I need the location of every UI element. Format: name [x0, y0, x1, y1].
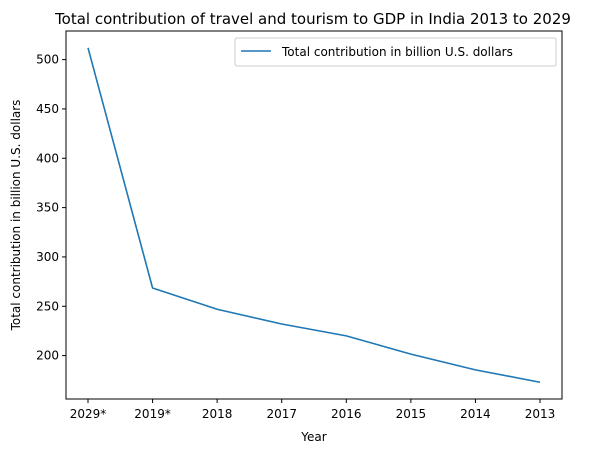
plot-area [65, 30, 563, 400]
series-line [87, 47, 541, 384]
x-tick-label: 2015 [396, 407, 427, 421]
x-tick-label: 2013 [525, 407, 556, 421]
x-axis-label: Year [300, 430, 326, 444]
y-tick-label: 450 [36, 102, 59, 116]
x-axis: 2029* 2019* 2018 2017 2016 2015 2014 2013 [70, 399, 556, 421]
x-tick-label: 2016 [331, 407, 362, 421]
x-tick-label: 2014 [460, 407, 491, 421]
y-tick-label: 500 [36, 53, 59, 67]
y-tick-label: 300 [36, 250, 59, 264]
legend: Total contribution in billion U.S. dolla… [234, 37, 557, 67]
x-tick-label: 2019* [134, 407, 171, 421]
x-tick-label: 2017 [266, 407, 297, 421]
x-tick-label: 2018 [202, 407, 233, 421]
y-tick-label: 350 [36, 201, 59, 215]
series-layer [87, 47, 541, 384]
x-tick-label: 2029* [70, 407, 107, 421]
y-axis: 200 250 300 350 400 450 500 [36, 53, 66, 363]
chart-title: Total contribution of travel and tourism… [54, 10, 571, 28]
y-tick-label: 250 [36, 299, 59, 313]
y-axis-label: Total contribution in billion U.S. dolla… [9, 100, 23, 332]
y-tick-label: 400 [36, 151, 59, 165]
legend-box [234, 37, 557, 67]
legend-label: Total contribution in billion U.S. dolla… [281, 45, 513, 59]
y-tick-label: 200 [36, 349, 59, 363]
